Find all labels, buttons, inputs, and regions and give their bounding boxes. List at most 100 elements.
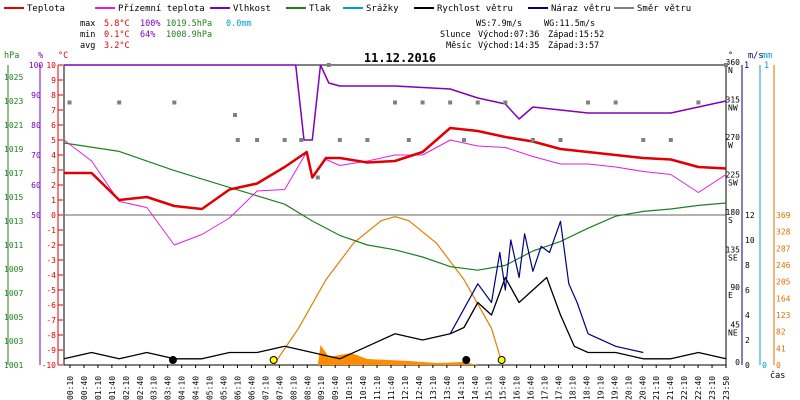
tick-x: 14:40 [471,376,480,400]
info-moon-rise: Východ:14:35 [478,41,539,51]
legend-tlak: Tlak [309,4,331,14]
tick-x: 05:10 [206,376,215,400]
tick-x: 18:10 [568,376,577,400]
tick-dir: 135 [726,246,741,255]
tick-x: 00:10 [66,376,75,400]
tick-x: 10:40 [359,376,368,400]
axis-unit-ms: m/s [748,51,763,61]
point-smer [696,100,701,105]
tick-compass: S [728,216,733,225]
axis-ms-top: 1 [744,61,749,71]
tick-hpa: 1019 [4,145,23,154]
tick-hpa: 1007 [4,289,23,298]
tick-x: 11:40 [387,376,396,400]
tick-x: 18:40 [582,376,591,400]
legend: Teplota Přízemní teplota Vlhkost Tlak Sr… [4,4,691,14]
tick-wm2: 369 [776,211,791,220]
info-wg: WG:11.5m/s [544,19,595,29]
tick-pct: 60 [31,181,41,190]
stats-min-label: min [80,30,95,40]
tick-x: 11:10 [373,376,382,400]
tick-temp: -7 [46,316,56,325]
legend-smer: Směr větru [637,4,691,14]
tick-x: 16:10 [513,376,522,400]
tick-hpa: 1001 [4,361,23,370]
tick-x: 01:10 [94,376,103,400]
tick-hpa: 1011 [4,241,23,250]
event-sun-set [497,356,506,364]
tick-wm2: 328 [776,228,791,237]
point-smer [420,100,425,105]
point-smer [326,63,331,67]
info-moon-label: Měsíc [446,41,472,51]
tick-x: 19:10 [596,376,605,400]
axis-unit-mm: mm [762,51,772,61]
tick-compass: E [728,291,733,300]
stats-max-hum: 100% [140,19,160,29]
stats-min-press: 1008.9hPa [166,30,212,40]
point-smer [613,100,618,105]
tick-temp: 10 [46,61,56,70]
tick-x: 02:40 [136,376,145,400]
tick-temp: -1 [46,226,56,235]
tick-pct: 80 [31,121,41,130]
tick-temp: 5 [51,136,56,145]
tick-x: 06:40 [247,376,256,400]
tick-ms: 2 [745,336,750,345]
legend-srazky: Srážky [366,4,399,14]
stats-min-temp: 0.1°C [104,30,130,40]
legend-naraz: Náraz větru [551,4,611,14]
axis-mm-top: 1 [764,61,769,71]
tick-x: 04:40 [192,376,201,400]
tick-dir: 45 [730,321,740,330]
point-smer [365,138,370,142]
stats-avg-label: avg [80,41,95,51]
tick-x: 02:10 [122,376,131,400]
tick-x: 03:10 [150,376,159,400]
tick-x: 07:10 [261,376,270,400]
stats-min-hum: 64% [140,30,155,40]
tick-temp: 4 [51,151,56,160]
tick-ms: 6 [745,286,750,295]
tick-wm2: 287 [776,244,791,253]
series-teplota [64,126,727,211]
tick-x: 21:10 [652,376,661,400]
tick-hpa: 1025 [4,73,23,82]
chart-title: 11.12.2016 [364,51,436,65]
info-sun-label: Slunce [440,30,471,40]
tick-temp: -10 [42,361,57,370]
stats-max-label: max [80,19,95,29]
axis-unit-hpa: hPa [4,51,19,61]
tick-wm2: 82 [776,328,786,337]
tick-dir: 180 [726,208,741,217]
event-moon-set [168,356,177,364]
legend-teplota: Teplota [27,4,65,14]
tick-temp: -2 [46,241,56,250]
tick-temp: 9 [51,76,56,85]
tick-dir: 315 [726,96,741,105]
point-smer [315,175,320,180]
tick-pct: 70 [31,151,41,160]
tick-wm2: 41 [776,344,786,353]
tick-x: 08:40 [303,376,312,400]
tick-temp: 1 [51,196,56,205]
tick-compass: SW [728,179,738,188]
point-smer [530,138,535,142]
tick-compass: W [728,141,733,150]
tick-compass: NE [728,329,738,338]
point-smer [299,138,304,142]
series-naraz [449,220,644,354]
series-radiation-fill [317,345,478,365]
axis-unit-dir: ° [728,51,733,61]
tick-temp: 7 [51,106,56,115]
series-prizemni [63,139,727,246]
tick-temp: 3 [51,166,56,175]
tick-ms: 8 [745,261,750,270]
series-rychlost [63,276,727,360]
tick-hpa: 1023 [4,97,23,106]
point-smer [668,138,673,142]
point-smer [724,63,728,67]
tick-x: 09:40 [331,376,340,400]
tick-x: 15:10 [485,376,494,400]
